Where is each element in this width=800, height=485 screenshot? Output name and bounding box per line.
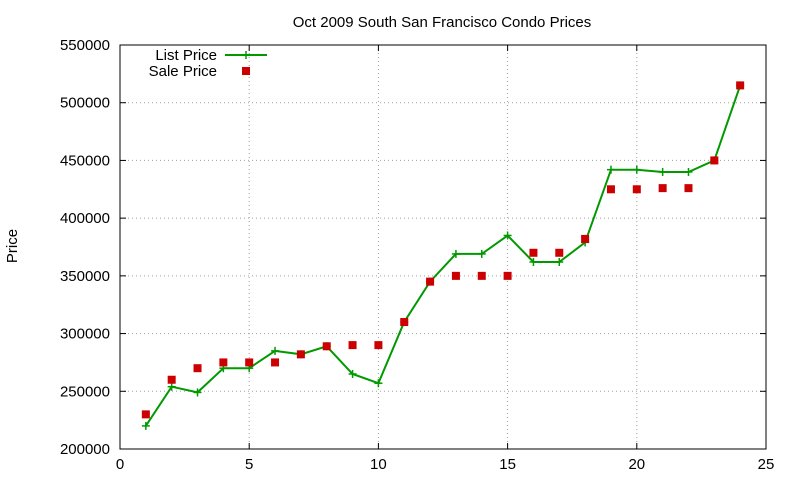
data-point-cross [503,231,512,240]
legend-label: List Price [155,47,217,64]
data-point-square [658,184,667,193]
data-point-square [581,234,590,243]
data-point-square [606,185,615,194]
grid [120,45,766,449]
data-point-square [736,81,745,90]
data-point-square [632,185,641,194]
x-tick-label: 25 [758,456,775,473]
data-point-square [529,248,538,257]
data-point-cross [271,346,280,355]
series-0 [141,81,745,430]
data-point-cross [555,258,564,267]
series-line [144,85,742,427]
legend-label: Sale Price [149,63,217,80]
data-point-square [219,358,228,367]
chart-title: Oct 2009 South San Francisco Condo Price… [293,14,592,31]
data-point-cross [632,165,641,174]
y-tick-label: 300000 [60,326,110,343]
data-point-square [193,364,202,373]
data-point-cross [374,379,383,388]
data-point-square [710,156,719,165]
data-point-square [322,342,331,351]
data-point-square [141,410,150,419]
y-tick-label: 450000 [60,152,110,169]
legend-marker-square [242,67,250,75]
y-tick-label: 250000 [60,383,110,400]
data-point-square [245,358,254,367]
series-1 [141,81,745,419]
y-tick-label: 500000 [60,95,110,112]
data-point-square [348,341,357,350]
x-tick-label: 20 [628,456,645,473]
data-point-cross [658,167,667,176]
data-point-cross [477,249,486,258]
data-point-square [451,271,460,280]
data-point-cross [606,165,615,174]
data-point-cross [141,421,150,430]
y-axis-label: Price [4,229,21,263]
data-point-square [271,358,280,367]
x-tick-label: 15 [499,456,516,473]
data-point-cross [451,249,460,258]
x-tick-label: 0 [116,456,124,473]
y-tick-label: 200000 [60,441,110,458]
y-tick-label: 400000 [60,210,110,227]
data-point-square [477,271,486,280]
data-point-cross [193,388,202,397]
data-point-square [503,271,512,280]
data-point-square [296,350,305,359]
data-point-cross [167,382,176,391]
y-tick-label: 350000 [60,268,110,285]
series [141,81,745,430]
data-point-cross [348,369,357,378]
legend-marker-cross [242,51,250,59]
x-tick-label: 5 [245,456,253,473]
data-point-square [555,248,564,257]
plot-frame [119,44,767,450]
x-tick-label: 10 [370,456,387,473]
data-point-square [167,375,176,384]
y-tick-label: 550000 [60,37,110,54]
data-point-cross [684,167,693,176]
data-point-cross [529,258,538,267]
data-point-square [374,341,383,350]
data-point-square [684,184,693,193]
axes: 0 5 10 15 20 25 200000 250000 300000 350000 400000… [60,37,774,473]
data-point-square [426,277,435,286]
data-point-square [400,318,409,327]
